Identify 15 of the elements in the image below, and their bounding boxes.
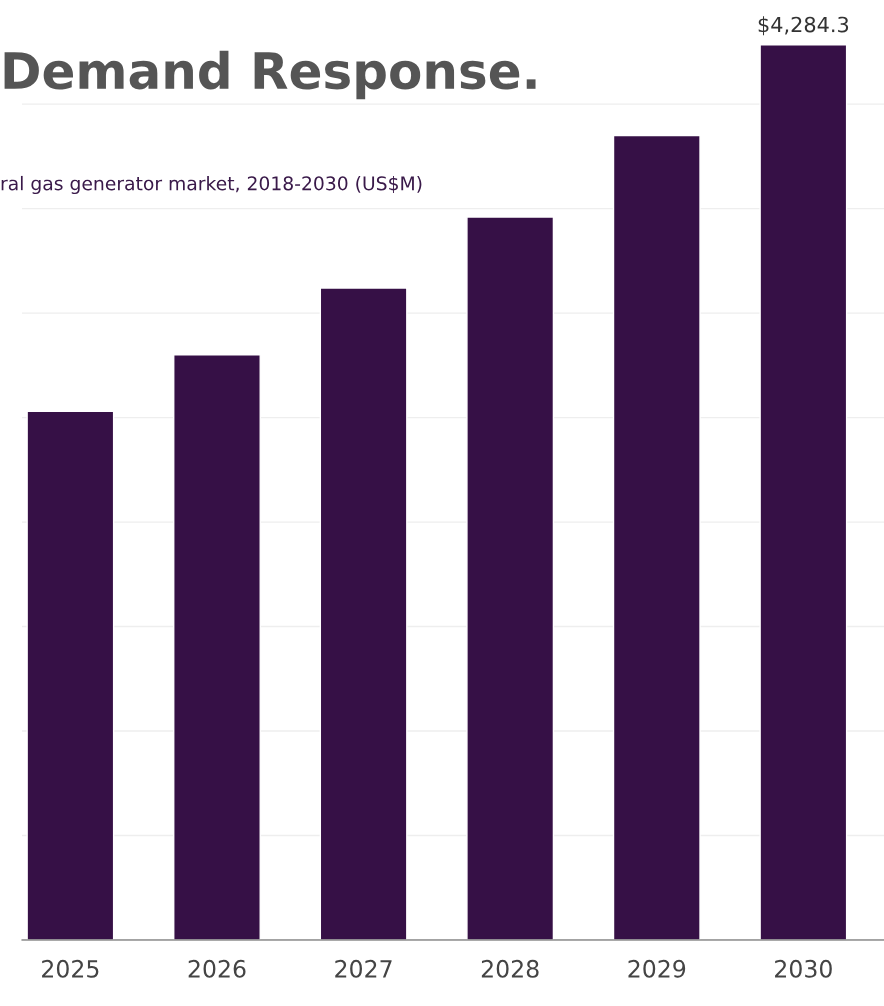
x-tick-label: 2028 (481, 959, 539, 978)
text: ral gas generator market, 2018-2030 (US$M) (1, 175, 422, 195)
bar (173, 354, 261, 940)
chart-title: Demand Response. (4, 50, 536, 100)
bar (759, 44, 848, 940)
x-tick-label: 2027 (335, 959, 392, 978)
x-tick-label: 2026 (188, 959, 246, 978)
data-label: $4,284.3 (758, 16, 849, 36)
bar (612, 134, 701, 940)
bar (26, 410, 115, 940)
x-tick-label: 2030 (775, 959, 832, 978)
x-tick-label: 2029 (628, 959, 686, 978)
bar (319, 287, 408, 940)
x-tick-label: 2025 (42, 959, 99, 978)
bar (466, 216, 555, 940)
